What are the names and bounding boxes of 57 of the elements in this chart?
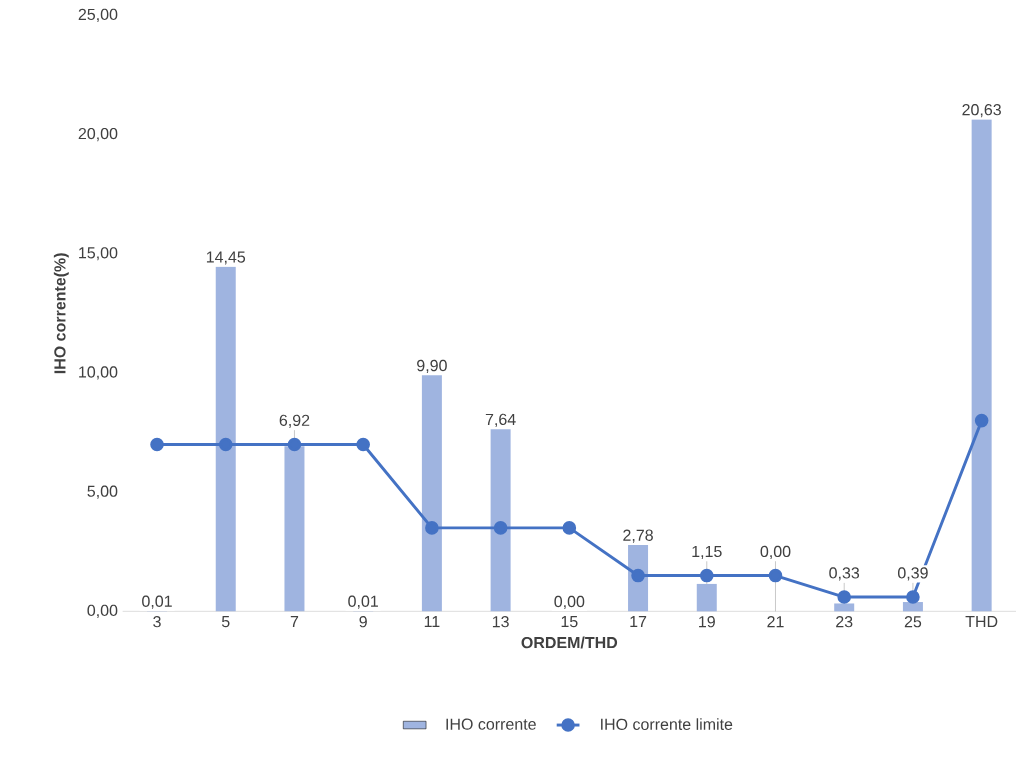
x-tick-label: 19 [699,616,715,628]
x-tick-label: 5 [221,616,230,628]
bar [490,429,511,612]
point [699,568,714,583]
data-label: 0,01 [142,595,172,609]
point [493,521,508,535]
x-tick-label: 11 [424,616,440,628]
x-tick-label: 15 [561,616,578,628]
data-label: 0,01 [348,595,378,609]
data-label: 20,63 [962,104,1001,118]
data-label: 0,39 [897,567,928,581]
bar [284,446,305,612]
point [837,590,852,604]
bar [971,119,992,612]
y-tick-label: 0,00 [87,604,118,618]
point [768,568,783,583]
legend-label: IHO corrente [446,718,536,730]
x-tick-label: 23 [836,616,853,628]
bar [902,602,923,612]
y-axis-title: IHO corrente(%) [53,253,69,374]
x-axis-title: ORDEM/THD [521,636,618,649]
point [218,437,233,452]
point [906,590,920,604]
data-label: 2,78 [623,529,653,543]
x-tick-label: 3 [153,616,161,628]
data-label: 0,00 [760,545,791,560]
x-tick-label: 21 [767,616,784,628]
data-label: 7,64 [485,413,516,427]
data-label: 6,92 [279,414,310,428]
x-tick-label: 7 [290,616,299,628]
point [631,568,645,583]
y-tick-label: 5,00 [87,485,118,499]
x-tick-label: 13 [492,616,509,628]
data-label: 9,90 [417,359,447,374]
point [425,521,439,535]
data-label: 0,33 [829,567,860,581]
legend-label: IHO corrente limite [601,718,733,730]
x-tick-label: THD [965,616,998,628]
x-tick-label: 9 [359,616,367,628]
point [287,437,302,452]
y-tick-label: 25,00 [78,8,118,22]
x-tick-label: 17 [630,616,647,628]
y-tick-label: 20,00 [78,127,118,142]
data-label: 1,15 [692,545,722,560]
bar [834,603,855,612]
point [356,437,370,452]
bar [215,266,236,612]
point [562,521,577,535]
point [974,413,989,428]
point [150,437,164,452]
data-label: 14,45 [206,251,246,265]
x-tick-label: 25 [904,616,922,628]
bar [421,375,442,612]
data-label: 0,00 [554,595,585,610]
bar [696,583,717,612]
y-tick-label: 10,00 [79,366,118,380]
y-tick-label: 15,00 [79,247,118,261]
